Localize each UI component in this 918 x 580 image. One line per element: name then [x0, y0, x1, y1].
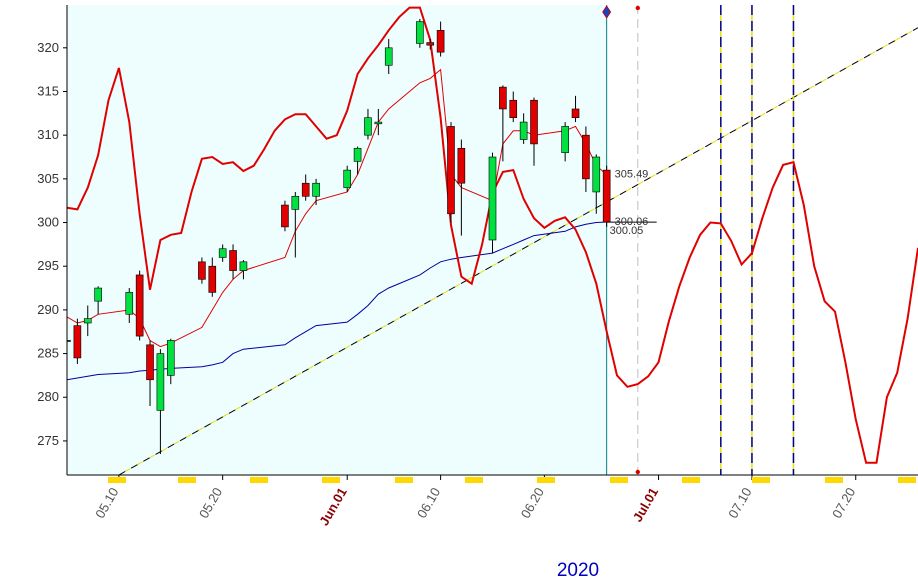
candle-body	[509, 99, 518, 118]
candle-body	[519, 121, 528, 140]
candle-body	[416, 21, 424, 44]
marker-dot	[635, 469, 640, 475]
weekend-marker	[610, 477, 628, 483]
candle-body	[198, 261, 206, 280]
candle-body	[488, 156, 497, 241]
plot-area	[67, 5, 918, 475]
x-axis-label: 2020	[557, 560, 599, 580]
weekend-marker	[752, 477, 770, 483]
candle-body	[146, 344, 154, 381]
candle-body	[83, 318, 92, 324]
candle-body	[457, 147, 466, 184]
candle-body	[281, 204, 289, 228]
y-tick-label: 310	[37, 127, 59, 142]
weekend-marker	[322, 477, 340, 483]
candle-body	[592, 156, 601, 193]
weekend-marker	[250, 477, 268, 483]
candle-body	[374, 121, 383, 125]
last-value-label: 305.49	[615, 169, 649, 181]
y-tick-label: 275	[37, 433, 59, 448]
candle-body	[499, 86, 507, 110]
candle-body	[426, 42, 435, 46]
weekend-marker	[537, 477, 555, 483]
candle-body	[364, 117, 372, 136]
candle-body	[530, 99, 538, 145]
weekend-marker	[825, 477, 843, 483]
y-tick-label: 320	[37, 40, 59, 55]
y-tick-label: 290	[37, 302, 59, 317]
candle-body	[301, 182, 310, 197]
weekend-marker	[178, 477, 196, 483]
candle-body	[166, 340, 175, 376]
candle-body	[239, 261, 248, 271]
last-value-label: 300.06	[615, 216, 649, 228]
candle-body	[571, 108, 580, 118]
candle-body	[156, 353, 165, 411]
marker-diamond	[602, 5, 612, 19]
last-close-label: 300.05	[610, 225, 644, 237]
candle-body	[312, 182, 320, 197]
candle-body	[582, 134, 590, 180]
candle-body	[291, 196, 300, 210]
y-tick-label: 285	[37, 346, 59, 361]
y-tick-label: 315	[37, 83, 59, 98]
weekend-marker	[465, 477, 483, 483]
candle-body	[561, 126, 569, 153]
y-tick-label: 295	[37, 258, 59, 273]
weekend-marker	[395, 477, 413, 483]
candle-body	[602, 169, 611, 223]
candle-body	[229, 250, 237, 271]
candle-body	[135, 274, 144, 337]
candle-body	[447, 126, 455, 215]
candle-body	[384, 47, 393, 66]
weekend-marker	[108, 477, 126, 483]
marker-dot	[635, 5, 640, 11]
trendline-yellow	[118, 27, 918, 475]
candle-body	[125, 292, 134, 315]
candle-body	[343, 169, 352, 188]
candle-body	[94, 287, 102, 302]
candle-body	[67, 340, 71, 342]
history-shade	[67, 5, 607, 475]
y-tick-label: 300	[37, 215, 59, 230]
weekend-marker	[682, 477, 700, 483]
y-tick-label: 305	[37, 171, 59, 186]
candle-body	[353, 147, 362, 162]
candle-body	[208, 265, 217, 293]
candle-body	[218, 248, 227, 258]
candle-body	[436, 30, 445, 53]
y-tick-label: 280	[37, 389, 59, 404]
weekend-marker	[898, 477, 916, 483]
candle-body	[73, 325, 82, 359]
